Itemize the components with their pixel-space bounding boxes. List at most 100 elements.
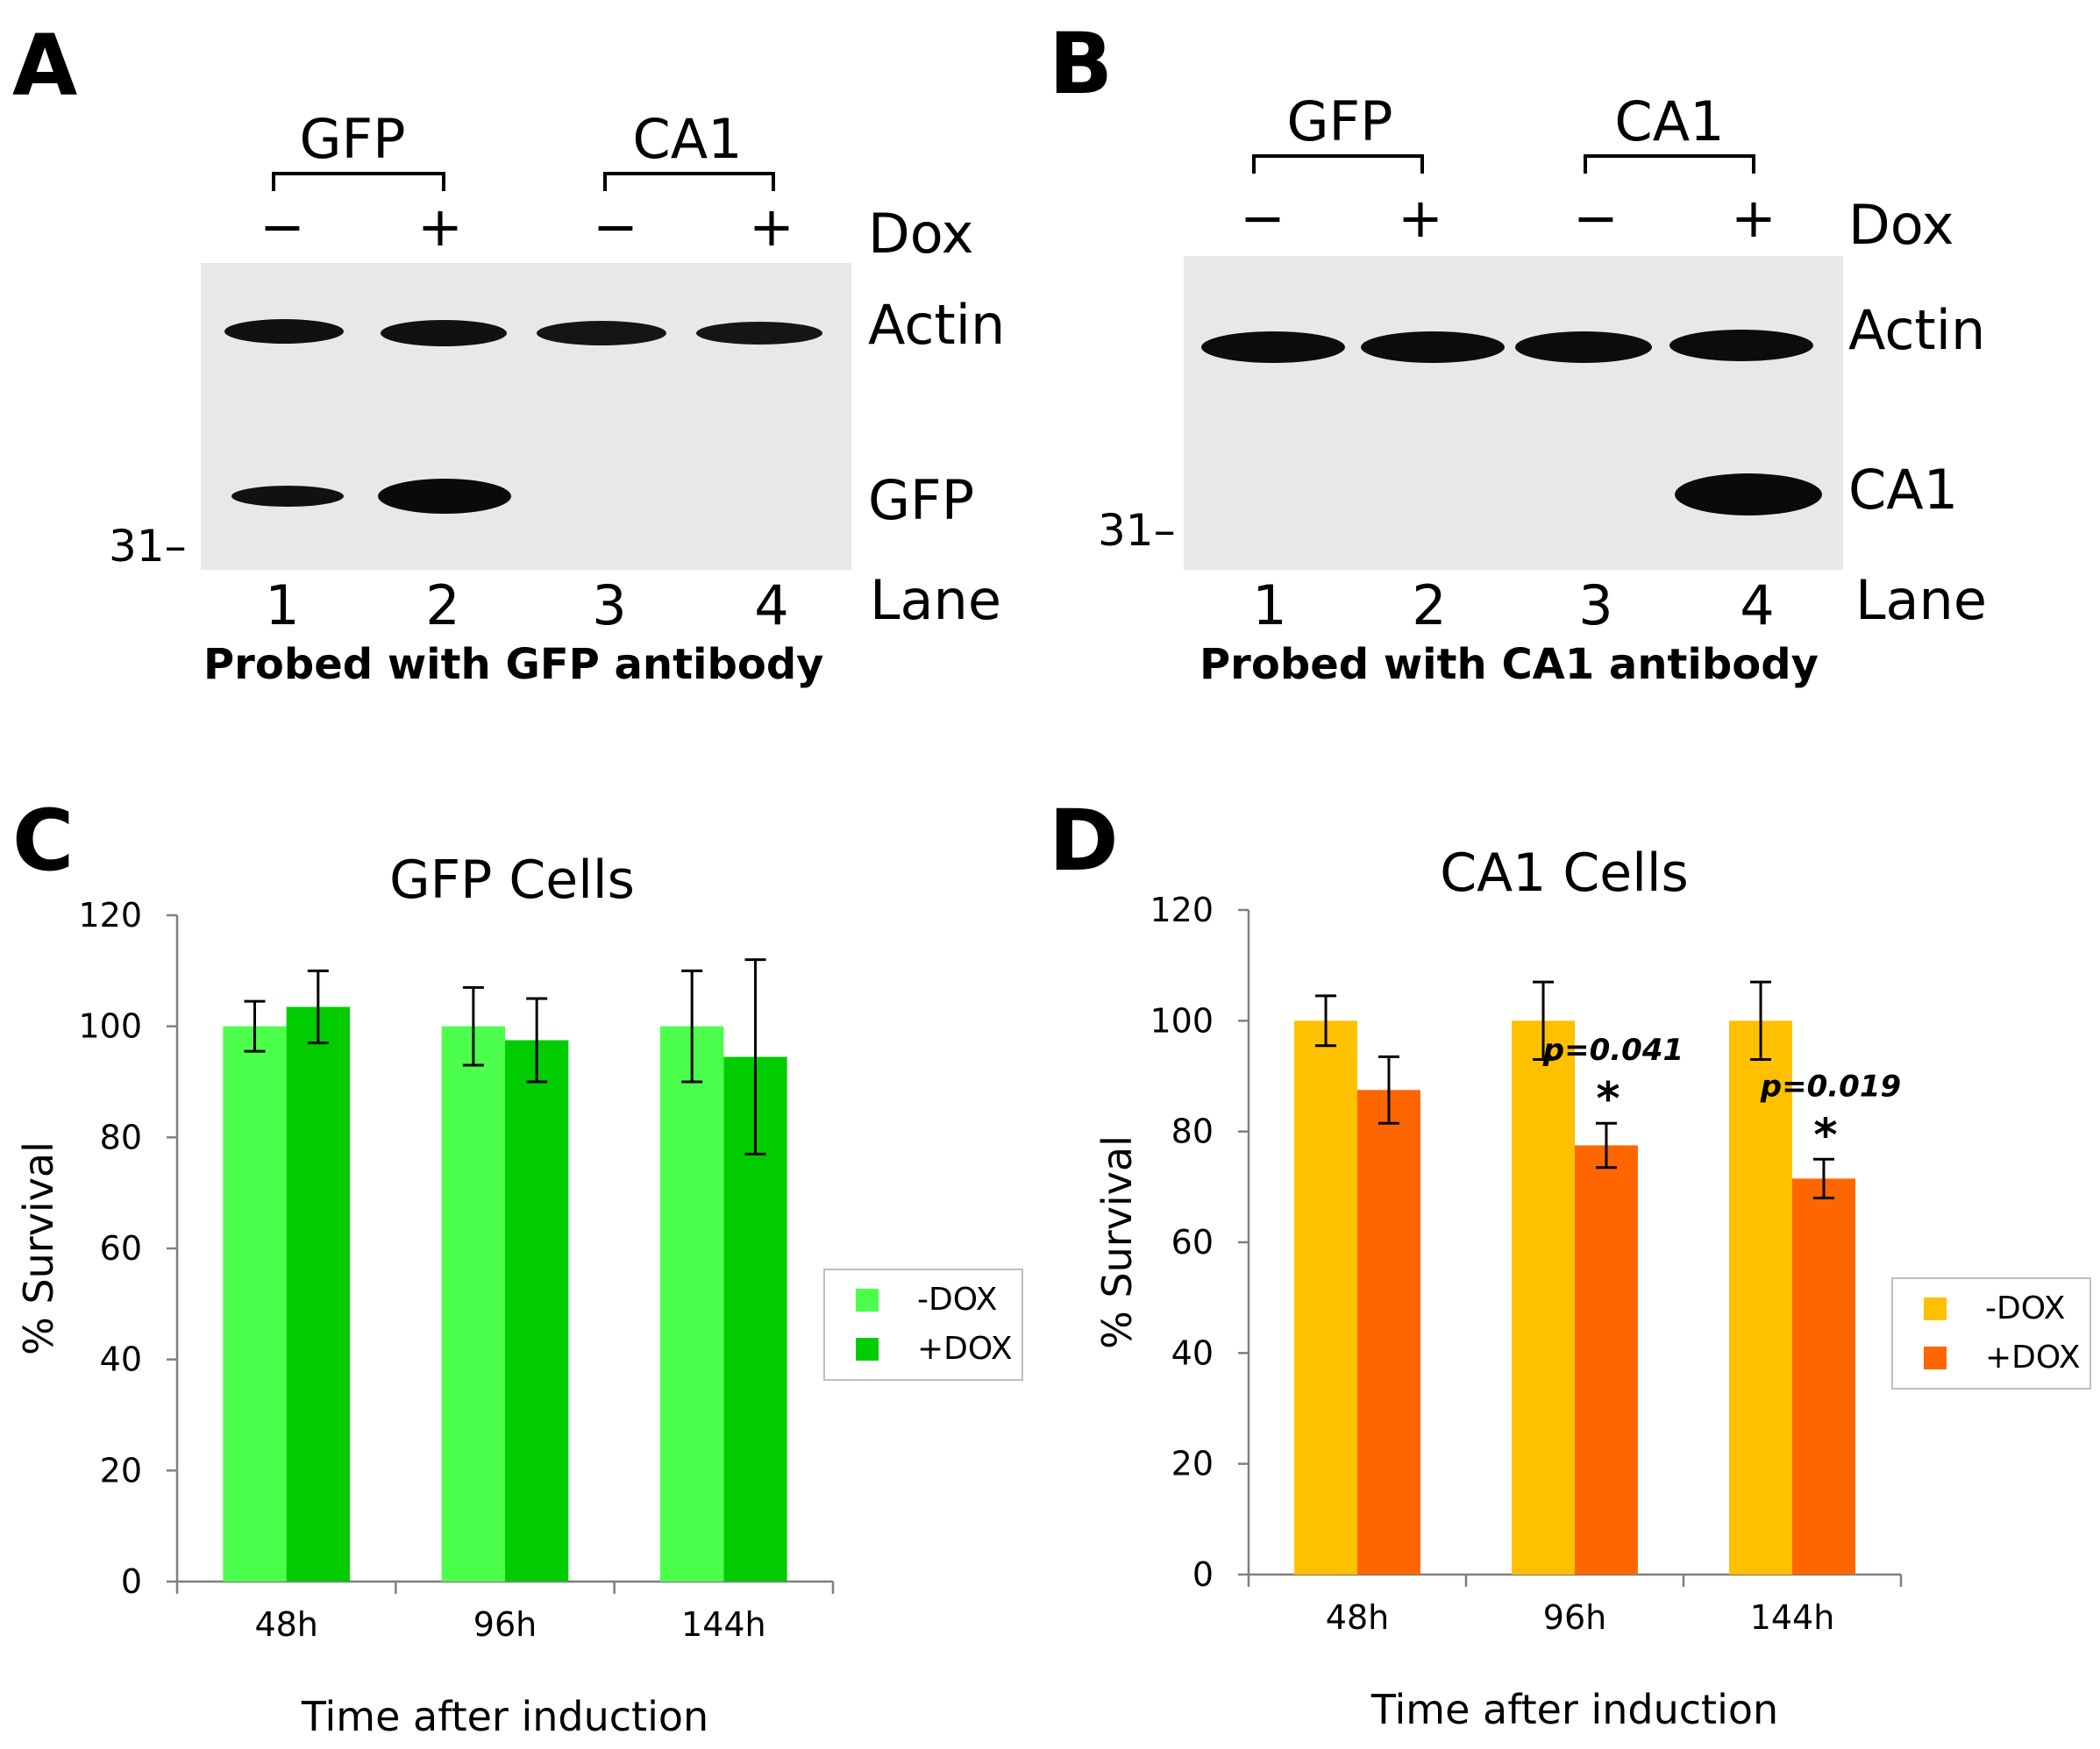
legend-box <box>823 1269 1023 1381</box>
legend-label: +DOX <box>1985 1340 2081 1376</box>
panel-b: B GFP CA1 − + − + Dox Actin CA1 31– 1 2 … <box>1049 15 1987 689</box>
panel-b-lane-3: 3 <box>1578 573 1612 637</box>
panel-b-band-label-ca1: CA1 <box>1848 458 1958 522</box>
panel-b-band-label-actin: Actin <box>1848 298 1985 362</box>
p-value-label: p=0.019 <box>1760 1069 1901 1104</box>
panel-b-group-gfp: GFP <box>1286 89 1392 153</box>
panel-b-band-actin-2 <box>1361 331 1505 363</box>
bar-plus-dox <box>1575 1145 1638 1575</box>
y-tick-label: 100 <box>78 1007 142 1046</box>
panel-a-bracket-gfp <box>272 172 445 191</box>
error-bar <box>1750 980 1772 1062</box>
panel-a-group-ca1: CA1 <box>632 107 742 171</box>
panel-b-lane-4: 4 <box>1740 573 1774 637</box>
panel-a-dox-sign-4: + <box>749 195 794 259</box>
error-bar <box>681 969 703 1084</box>
panel-a-marker: 31– <box>109 521 187 572</box>
chart-title: GFP Cells <box>389 850 635 911</box>
y-tick-label: 20 <box>100 1451 142 1489</box>
legend-label: +DOX <box>917 1331 1013 1367</box>
legend-swatch-minus-dox <box>856 1289 879 1312</box>
panel-b-band-actin-4 <box>1669 330 1813 361</box>
panel-b-bracket-ca1 <box>1584 154 1755 174</box>
panel-b-lane-label: Lane <box>1855 568 1987 632</box>
panel-a-band-gfp-1 <box>231 486 344 507</box>
panel-b-band-actin-3 <box>1515 331 1652 363</box>
legend-box <box>1891 1277 2091 1390</box>
x-tick-label: 48h <box>1326 1598 1389 1637</box>
bar-plus-dox <box>505 1040 569 1582</box>
panel-a: A GFP CA1 − + − + Dox Actin GFP 31– 1 2 … <box>12 17 1005 689</box>
panel-a-band-actin-1 <box>224 319 344 344</box>
panel-a-lane-2: 2 <box>425 573 459 637</box>
y-tick-label: 0 <box>121 1562 142 1601</box>
legend-swatch-plus-dox <box>1924 1347 1947 1369</box>
legend-swatch-plus-dox <box>856 1338 879 1361</box>
panel-a-dox-sign-3: − <box>593 195 638 259</box>
y-tick-label: 0 <box>1192 1555 1214 1594</box>
panel-a-dox-sign-1: − <box>260 195 305 259</box>
y-tick-label: 20 <box>1171 1445 1214 1483</box>
error-bar <box>1377 1055 1399 1125</box>
y-tick-label: 60 <box>1171 1223 1214 1262</box>
panel-a-caption: Probed with GFP antibody <box>203 640 823 689</box>
panel-c-letter: C <box>12 792 74 890</box>
chart-ca1-cells: CA1 Cells 0 20 40 60 80 100 120 48h 96h 144h * p=0.0… <box>1093 843 2091 1733</box>
error-bar <box>307 969 329 1045</box>
bar-plus-dox <box>1357 1090 1420 1575</box>
panel-a-band-label-gfp: GFP <box>868 468 974 532</box>
y-axis-label: % Survival <box>15 1141 62 1355</box>
panel-b-bracket-gfp <box>1252 154 1424 174</box>
legend-swatch-minus-dox <box>1924 1298 1947 1320</box>
panel-b-letter: B <box>1049 15 1113 113</box>
panel-a-bracket-ca1 <box>603 172 775 191</box>
panel-b-caption: Probed with CA1 antibody <box>1199 640 1819 689</box>
error-bar <box>526 997 548 1084</box>
panel-b-lane-2: 2 <box>1412 573 1446 637</box>
y-tick-label: 40 <box>1171 1333 1214 1372</box>
y-tick-label: 80 <box>100 1118 142 1156</box>
legend-label: -DOX <box>1985 1290 2065 1326</box>
panel-a-blot <box>201 263 851 570</box>
error-bar <box>1315 994 1337 1048</box>
panel-a-lane-4: 4 <box>754 573 788 637</box>
p-value-label: p=0.041 <box>1542 1033 1684 1068</box>
panel-b-dox-sign-2: + <box>1398 186 1443 250</box>
error-bar <box>1533 980 1555 1062</box>
panel-b-dox-sign-4: + <box>1731 186 1776 250</box>
panel-b-dox-sign-1: − <box>1240 186 1285 250</box>
panel-a-band-actin-3 <box>537 321 666 345</box>
error-bar <box>744 958 766 1155</box>
panel-a-band-gfp-2 <box>378 479 511 514</box>
x-axis-label: Time after induction <box>301 1693 708 1740</box>
x-tick-label: 144h <box>1750 1598 1835 1637</box>
bar-minus-dox <box>1729 1020 1792 1575</box>
y-tick-label: 80 <box>1171 1113 1214 1151</box>
y-tick-label: 40 <box>100 1340 142 1379</box>
y-tick-label: 60 <box>100 1229 142 1268</box>
panel-b-group-ca1: CA1 <box>1614 89 1724 153</box>
error-bar <box>1595 1121 1617 1170</box>
panel-a-letter: A <box>12 17 77 115</box>
y-tick-label: 120 <box>1150 891 1214 929</box>
bar-minus-dox <box>1294 1020 1357 1575</box>
panel-d-letter: D <box>1049 792 1119 890</box>
panel-a-group-gfp: GFP <box>299 107 405 171</box>
bar-plus-dox <box>286 1006 350 1582</box>
panel-b-blot <box>1184 256 1843 570</box>
panel-a-lane-1: 1 <box>265 573 299 637</box>
panel-a-band-actin-2 <box>381 320 507 346</box>
significance-star: * <box>1596 1073 1619 1126</box>
panel-b-band-ca1-4 <box>1675 473 1822 515</box>
x-axis-label: Time after induction <box>1370 1686 1778 1733</box>
panel-b-marker: 31– <box>1098 505 1176 556</box>
x-tick-label: 96h <box>1543 1598 1606 1637</box>
y-tick-label: 120 <box>78 896 142 935</box>
chart-title: CA1 Cells <box>1440 843 1689 904</box>
panel-a-band-actin-4 <box>696 322 822 345</box>
bar-minus-dox <box>1512 1020 1575 1575</box>
panel-b-band-actin-1 <box>1201 331 1345 363</box>
significance-star: * <box>1813 1109 1837 1162</box>
legend-label: -DOX <box>917 1282 997 1318</box>
